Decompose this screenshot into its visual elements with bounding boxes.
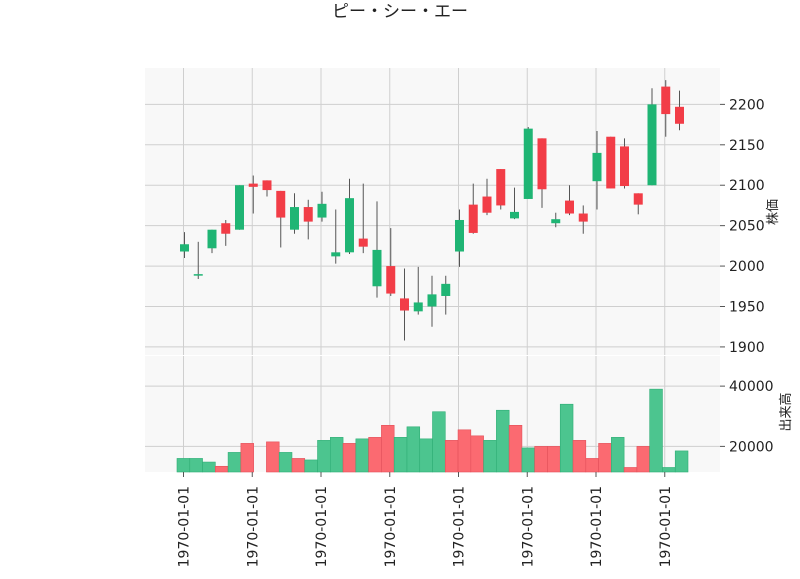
volume-bar: [355, 438, 369, 473]
x-tick-label: 1970-01-01: [520, 486, 536, 567]
candle-down: [262, 180, 272, 191]
volume-bar: [674, 450, 689, 473]
x-tick-label: 1970-01-01: [452, 486, 468, 567]
volume-bar: [534, 446, 548, 473]
candle-down: [661, 86, 671, 115]
volume-bar: [444, 440, 459, 473]
candle-down: [537, 138, 547, 190]
candle-down: [565, 200, 574, 214]
x-tick-label: 1970-01-01: [589, 486, 605, 567]
volume-bar: [317, 440, 331, 473]
x-tick-label: 1970-01-01: [658, 486, 674, 567]
candle-up: [592, 152, 602, 182]
volume-bar: [572, 440, 587, 473]
volume-bar: [662, 467, 676, 473]
candle-up: [455, 219, 464, 252]
price-tick-label: 1950: [729, 299, 765, 315]
x-tick-label: 1970-01-01: [177, 486, 193, 567]
volume-bar: [508, 424, 523, 473]
volume-bar: [189, 458, 203, 473]
volume-bar: [470, 435, 484, 473]
volume-bar: [291, 458, 306, 473]
candle-up: [413, 302, 423, 312]
candle-up: [193, 274, 203, 276]
price-axis-label: 株価: [766, 199, 781, 225]
candle-down: [221, 223, 231, 234]
candle-up: [441, 283, 451, 296]
volume-bar: [406, 426, 421, 473]
volume-bar: [559, 403, 574, 473]
candle-down: [400, 298, 409, 311]
volume-tick-label: 40000: [729, 379, 774, 395]
volume-bar: [457, 429, 472, 473]
candle-down: [620, 146, 629, 187]
volume-bar: [636, 446, 650, 473]
candle-down: [633, 193, 643, 205]
volume-bar: [598, 443, 612, 473]
candle-up: [345, 198, 354, 253]
volume-bar: [623, 467, 638, 473]
volume-bar: [419, 438, 433, 473]
candle-up: [551, 219, 561, 224]
candle-down: [303, 207, 313, 222]
candle-up: [207, 229, 217, 249]
volume-bar: [368, 437, 382, 473]
volume-bar: [611, 437, 625, 473]
candle-up: [523, 128, 533, 199]
candle-up: [647, 104, 657, 186]
volume-bar: [496, 409, 510, 473]
candle-down: [675, 106, 684, 124]
candle-down: [248, 183, 258, 187]
candle-up: [290, 207, 299, 230]
x-tick-label: 1970-01-01: [383, 486, 399, 567]
volume-bar: [227, 452, 242, 473]
candle-up: [317, 203, 327, 218]
candle-down: [358, 238, 368, 247]
candle-down: [606, 136, 616, 189]
candle-down: [496, 169, 506, 206]
volume-bar: [521, 447, 535, 473]
candle-up: [372, 249, 382, 287]
volume-bar: [649, 388, 663, 473]
volume-bar: [240, 443, 254, 473]
x-tick-label: 1970-01-01: [314, 486, 330, 567]
volume-bar: [329, 437, 344, 473]
price-tick-label: 2200: [729, 97, 765, 113]
volume-axis-label: 出来高: [778, 392, 794, 431]
x-tick-label: 1970-01-01: [245, 486, 261, 567]
volume-bar: [432, 411, 446, 473]
volume-bar: [547, 446, 561, 473]
volume-panel: 20000 40000 出来高: [145, 356, 794, 473]
volume-bar: [585, 458, 599, 473]
candle-up: [427, 294, 437, 307]
candle-up: [180, 244, 189, 252]
volume-bar: [393, 437, 408, 473]
volume-bar: [202, 461, 216, 473]
volume-bar: [483, 440, 497, 473]
volume-tick-label: 20000: [729, 439, 774, 455]
volume-bar: [266, 441, 280, 473]
price-tick-label: 2100: [729, 178, 765, 194]
volume-bar: [381, 424, 395, 473]
volume-bar: [304, 459, 318, 473]
candle-down: [482, 196, 492, 213]
price-tick-label: 2050: [729, 219, 765, 235]
chart-title: ピー・シー・エー: [332, 2, 468, 22]
price-tick-label: 1900: [729, 340, 765, 356]
candle-up: [331, 252, 341, 257]
candle-down: [386, 266, 396, 294]
candle-down: [276, 190, 286, 218]
candle-down: [578, 213, 588, 222]
candle-up: [510, 211, 519, 219]
volume-bar: [215, 465, 229, 473]
price-tick-label: 2150: [729, 138, 765, 154]
volume-bar: [342, 443, 357, 473]
volume-bar: [176, 458, 191, 473]
volume-bar: [278, 452, 293, 473]
candle-up: [235, 185, 244, 230]
price-tick-label: 2000: [729, 259, 765, 275]
price-panel: 1900 1950 2000 2050 2100 2150 2200 株価: [145, 68, 781, 356]
candle-down: [468, 204, 478, 233]
